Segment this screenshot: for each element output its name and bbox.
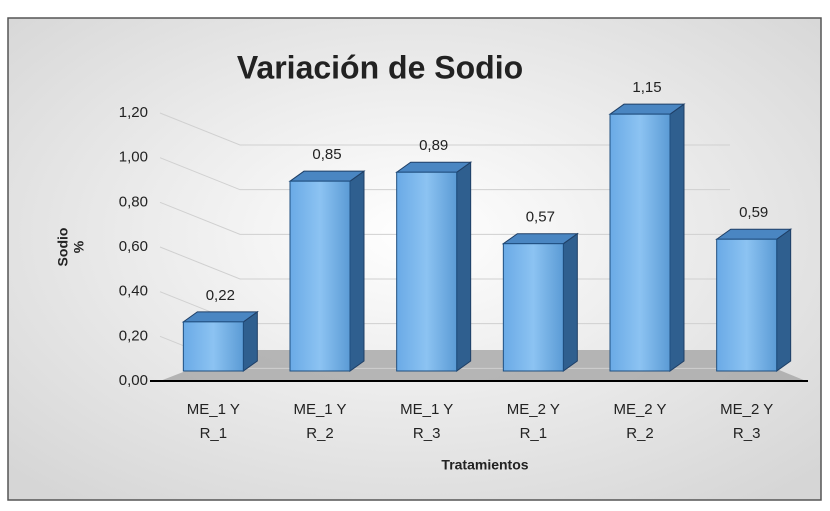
x-axis-label: Tratamientos [441,457,528,473]
bar-top [395,161,473,173]
x-tick-label: R_1 [520,425,548,442]
data-label: 1,15 [632,79,661,96]
bar-front [716,238,778,372]
bar-front [609,113,671,372]
bar-side [776,228,792,372]
bar-top [608,103,686,115]
bar-top [501,233,579,245]
y-tick-label: 0,80 [119,193,148,210]
bar-front [396,171,458,372]
y-axis-label: Sodio % [55,228,87,267]
y-tick-label: 1,20 [119,104,148,121]
x-tick-label: R_3 [413,425,441,442]
bar-front [182,321,244,372]
bar [288,170,366,372]
bar-front [289,180,351,372]
bar [395,161,473,372]
x-tick-label: ME_2 Y [613,401,666,418]
x-tick-label: R_2 [626,425,654,442]
bar-top [181,311,259,323]
data-label: 0,22 [206,287,235,304]
y-tick-label: 1,00 [119,149,148,166]
y-tick-label: 0,60 [119,238,148,255]
data-label: 0,59 [739,204,768,221]
grid-line [159,112,730,146]
y-tick-label: 0,00 [119,372,148,389]
bar-side [669,103,685,372]
x-tick-label: R_2 [306,425,334,442]
y-tick-label: 0,20 [119,327,148,344]
bar [181,310,259,372]
x-tick-label: ME_2 Y [507,401,560,418]
bar [608,103,686,372]
bar-front [502,243,564,372]
data-label: 0,89 [419,137,448,154]
bar-side [562,232,578,372]
bar-side [349,170,365,372]
data-label: 0,57 [526,209,555,226]
bar [501,232,579,372]
x-tick-label: ME_2 Y [720,401,773,418]
bar [715,228,793,372]
grid-line [159,157,730,191]
x-tick-label: ME_1 Y [187,401,240,418]
x-tick-label: R_3 [733,425,761,442]
chart-title: Variación de Sodio [237,49,523,85]
y-axis-label-line: Sodio [55,228,71,267]
bar-top [288,170,366,182]
x-tick-label: ME_1 Y [400,401,453,418]
bar-top [715,228,793,240]
y-axis-label-line: % [71,240,87,253]
y-tick-label: 0,40 [119,283,148,300]
x-tick-label: R_1 [200,425,228,442]
bar-side [456,161,472,372]
data-label: 0,85 [312,146,341,163]
x-tick-label: ME_1 Y [293,401,346,418]
